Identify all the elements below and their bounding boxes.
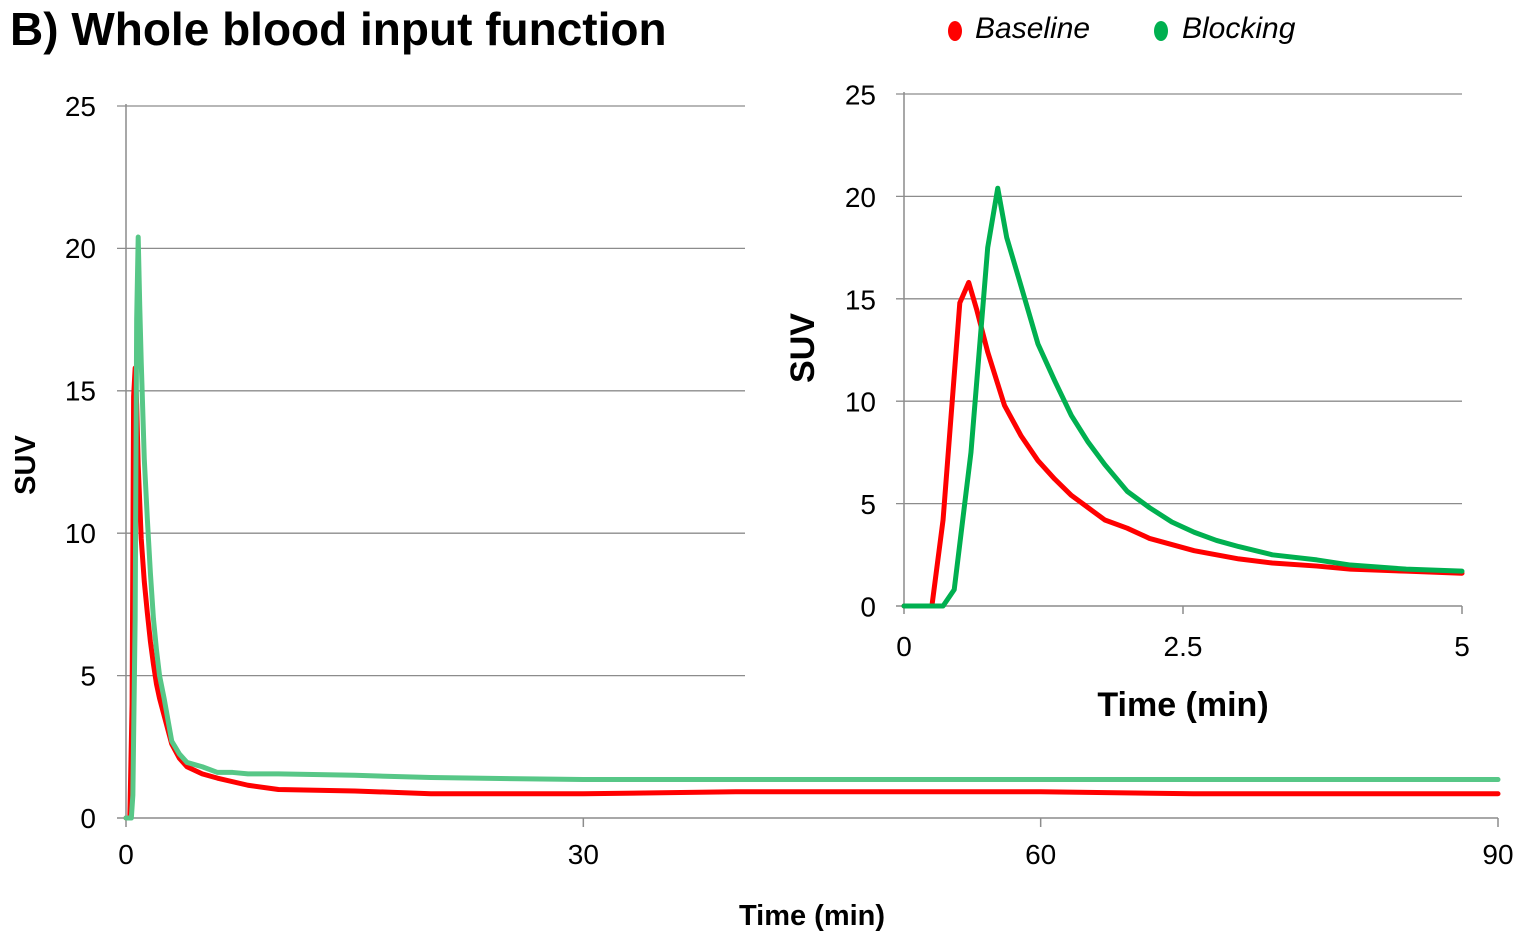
- main-y-tick-label: 25: [65, 91, 96, 122]
- inset-ticks: 0 5 10 15 20 25 0 2.5 5: [845, 80, 1470, 663]
- inset-chart: 0 5 10 15 20 25 0 2.5 5 Time (min) SUV: [784, 68, 1510, 726]
- inset-series-baseline: [901, 279, 1465, 609]
- main-lines: [123, 234, 1501, 821]
- inset-y-tick-label: 0: [860, 592, 876, 623]
- inset-y-tick-label: 15: [845, 284, 876, 315]
- main-series-blocking: [123, 234, 1501, 821]
- inset-x-tick-label: 5: [1454, 631, 1470, 662]
- main-y-axis-label: SUV: [10, 435, 42, 495]
- main-x-tick-label: 30: [568, 839, 599, 870]
- main-y-tick-label: 10: [65, 518, 96, 549]
- main-y-tick-label: 5: [80, 660, 96, 691]
- main-grid: [117, 105, 745, 677]
- legend-marker-baseline: [948, 21, 962, 41]
- legend-label-blocking: Blocking: [1182, 12, 1296, 45]
- inset-y-axis-label: SUV: [784, 313, 822, 383]
- main-axes: [117, 104, 1499, 827]
- inset-y-tick-label: 10: [845, 387, 876, 418]
- main-y-tick-label: 20: [65, 233, 96, 264]
- inset-x-tick-label: 0: [896, 631, 912, 662]
- inset-x-tick-label: 2.5: [1164, 631, 1203, 662]
- main-x-tick-label: 90: [1482, 839, 1513, 870]
- main-x-axis-label: Time (min): [739, 900, 885, 932]
- inset-series-blocking: [901, 185, 1465, 609]
- inset-background: [785, 68, 1510, 726]
- main-y-tick-label: 0: [80, 803, 96, 834]
- legend: Baseline Blocking: [948, 12, 1296, 45]
- inset-y-tick-label: 20: [845, 182, 876, 213]
- inset-lines: [901, 185, 1465, 609]
- legend-marker-blocking: [1154, 21, 1168, 41]
- inset-y-tick-label: 5: [860, 489, 876, 520]
- main-x-tick-label: 0: [118, 839, 134, 870]
- figure-title: B) Whole blood input function: [10, 3, 667, 55]
- inset-x-axis-label: Time (min): [1097, 686, 1268, 724]
- main-chart: 0 5 10 15 20 25 0 30 60 90 Time (min) SUV: [10, 91, 1514, 932]
- main-ticks: 0 5 10 15 20 25 0 30 60 90: [65, 91, 1514, 870]
- main-y-tick-label: 15: [65, 376, 96, 407]
- inset-y-tick-label: 25: [845, 80, 876, 111]
- inset-grid: [896, 93, 1462, 505]
- main-x-tick-label: 60: [1025, 839, 1056, 870]
- legend-label-baseline: Baseline: [975, 12, 1090, 45]
